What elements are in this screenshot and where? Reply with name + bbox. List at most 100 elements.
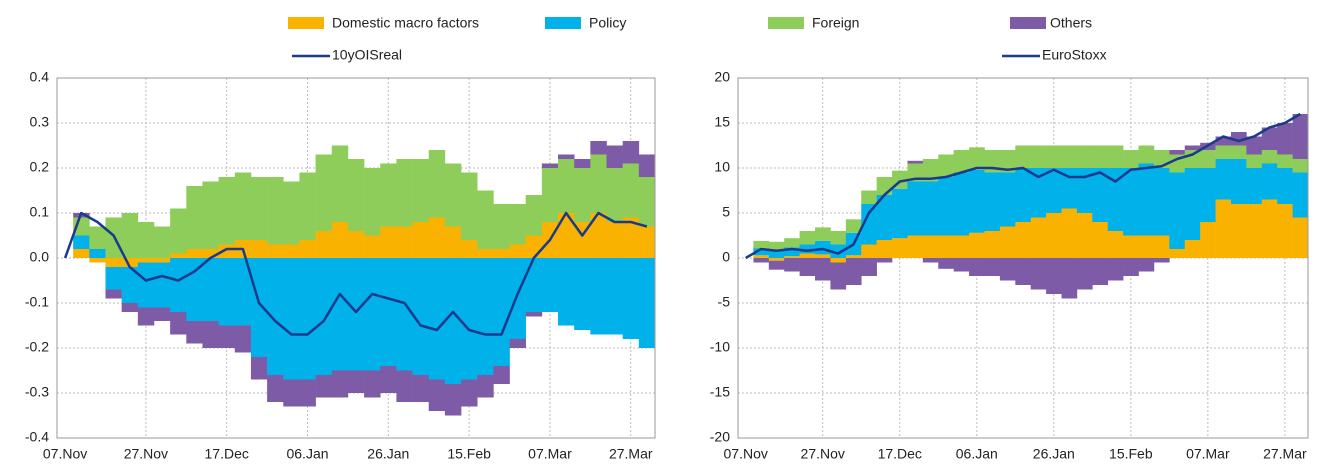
bar-segment: [1123, 258, 1139, 276]
bar-segment: [907, 160, 924, 164]
bar-segment: [1138, 163, 1155, 236]
y-tick-label: 0.4: [30, 69, 50, 85]
bar-segment: [638, 226, 656, 258]
bar-segment: [396, 370, 413, 402]
bar-segment: [815, 258, 831, 281]
bar-segment: [493, 366, 510, 384]
bar-segment: [1169, 150, 1186, 155]
bar-segment: [412, 222, 430, 258]
bar-segment: [121, 303, 139, 312]
bar-segment: [845, 219, 862, 233]
bar-segment: [1246, 204, 1263, 258]
bar-segment: [1107, 231, 1124, 258]
bar-segment: [1261, 199, 1278, 258]
bar-segment: [347, 370, 365, 393]
bar-segment: [186, 321, 203, 344]
bar-segment: [1076, 145, 1093, 168]
bar-segment: [267, 177, 284, 245]
legend-swatch: [288, 17, 324, 29]
y-tick-label: 0.1: [30, 204, 50, 220]
bar-segment: [541, 258, 559, 312]
bar-segment: [461, 258, 478, 380]
bar-segment: [444, 163, 462, 227]
bar-segment: [170, 208, 187, 254]
bar-segment: [1123, 150, 1139, 168]
x-tick-label: 27.Mar: [609, 446, 653, 462]
bar-segment: [1292, 172, 1309, 218]
bar-segment: [1292, 159, 1309, 173]
bar-segment: [477, 190, 494, 249]
bar-segment: [380, 226, 397, 258]
bar-segment: [444, 258, 462, 384]
bar-segment: [622, 258, 640, 339]
bar-segment: [1076, 213, 1093, 258]
bar-segment: [331, 370, 349, 398]
bar-segment: [218, 258, 236, 326]
legend-label: EuroStoxx: [1042, 47, 1107, 63]
bar-segment: [202, 321, 219, 348]
bar-segment: [1092, 145, 1109, 168]
y-tick-label: -0.2: [25, 339, 49, 355]
bar-segment: [892, 238, 908, 258]
bar-segment: [815, 254, 831, 258]
bar-segment: [299, 379, 316, 407]
bar-segment: [396, 226, 413, 258]
bar-segment: [984, 231, 1001, 258]
bar-segment: [121, 213, 139, 258]
bar-segment: [1030, 145, 1047, 168]
bar-segment: [202, 258, 219, 321]
bar-segment: [1015, 168, 1032, 222]
bar-segment: [1107, 145, 1124, 168]
bar-segment: [493, 258, 510, 366]
bar-segment: [1061, 208, 1078, 258]
bar-segment: [153, 307, 171, 321]
bar-segment: [861, 258, 877, 276]
bar-segment: [638, 154, 656, 177]
bar-segment: [1261, 127, 1278, 150]
bar-segment: [1015, 145, 1032, 168]
bar-segment: [218, 325, 236, 348]
panel: -0.4 -0.3 -0.2 -0.1 0.0 0.1 0.2 0.3 0.4 07.Nov 27.…: [25, 69, 656, 462]
bar-segment: [283, 258, 300, 380]
x-tick-label: 07.Mar: [1186, 446, 1230, 462]
bar-segment: [1215, 145, 1232, 159]
bar-segment: [907, 181, 924, 236]
bar-segment: [331, 258, 349, 371]
bar-segment: [477, 249, 494, 258]
x-tick-label: 07.Mar: [528, 446, 572, 462]
bar-segment: [938, 258, 954, 269]
bar-segment: [283, 379, 300, 407]
bar-segment: [412, 258, 430, 375]
bar-segment: [315, 154, 333, 231]
bar-segment: [1153, 235, 1170, 258]
bar-segment: [1169, 249, 1186, 258]
bar-segment: [1107, 168, 1124, 231]
bar-segment: [1030, 258, 1047, 290]
bar-segment: [1138, 258, 1155, 272]
bar-segment: [299, 240, 316, 258]
bar-segment: [1138, 235, 1155, 258]
bar-segment: [105, 289, 122, 299]
bar-segment: [1230, 145, 1247, 159]
bar-segment: [1153, 258, 1170, 263]
bar-segment: [283, 181, 300, 245]
bar-segment: [170, 253, 187, 258]
bar-segment: [347, 159, 365, 231]
bar-segment: [830, 262, 847, 290]
bar-segment: [283, 244, 300, 258]
bar-segment: [753, 248, 770, 256]
bar-segment: [638, 258, 656, 348]
bar-segment: [622, 141, 640, 164]
bar-segment: [876, 195, 893, 240]
bar-segment: [969, 147, 985, 170]
bar-segment: [922, 181, 939, 236]
x-tick-label: 06.Jan: [286, 446, 328, 462]
bar-segment: [347, 231, 365, 258]
bar-segment: [1015, 222, 1032, 258]
bar-segment: [830, 244, 847, 258]
legend-label: Domestic macro factors: [332, 15, 479, 31]
bar-segment: [428, 258, 446, 380]
bar-segment: [1246, 136, 1263, 155]
bar-segment: [1261, 163, 1278, 200]
bar-segment: [845, 255, 862, 258]
